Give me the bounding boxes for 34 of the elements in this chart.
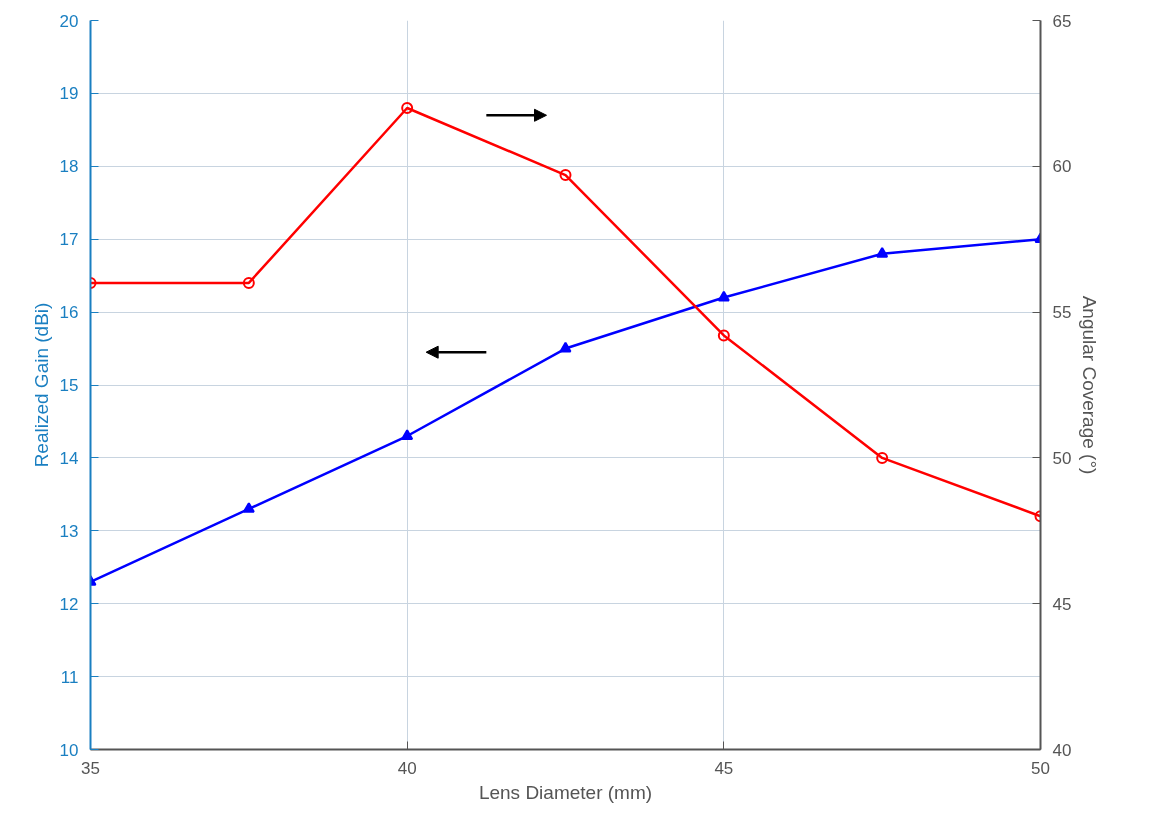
y2-tick-label: 40 bbox=[1052, 740, 1072, 760]
y-tick-label: 16 bbox=[59, 303, 79, 323]
point bbox=[401, 101, 414, 114]
y-tick-label: 17 bbox=[59, 230, 79, 250]
x-axis-title: Lens Diameter (mm) bbox=[478, 781, 653, 803]
y-tick-label: 15 bbox=[59, 376, 79, 395]
y-tick-label: 12 bbox=[59, 594, 79, 614]
point bbox=[559, 341, 572, 353]
y-tick-label: 10 bbox=[59, 740, 79, 760]
y-tick-label: 13 bbox=[59, 521, 79, 541]
y2-axis-title: Angular Coverage (°) bbox=[1079, 295, 1101, 475]
x-tick-label: 50 bbox=[1031, 758, 1050, 778]
y-tick-label: 18 bbox=[59, 157, 79, 177]
point bbox=[717, 290, 730, 302]
x-tick-label: 45 bbox=[714, 758, 734, 778]
y2-tick-label: 55 bbox=[1052, 303, 1072, 323]
y2-tick-label: 60 bbox=[1052, 157, 1072, 177]
y-axis-title: Realized Gain (dBi) bbox=[30, 302, 52, 468]
y-tick-label: 14 bbox=[59, 448, 79, 468]
y-tick-label: 11 bbox=[60, 667, 79, 687]
point bbox=[876, 247, 889, 258]
point bbox=[717, 329, 730, 342]
y2-tick-label: 50 bbox=[1052, 448, 1072, 468]
y2-tick-label: 65 bbox=[1052, 11, 1072, 31]
point bbox=[242, 502, 255, 513]
point bbox=[401, 429, 414, 440]
y-tick-label: 19 bbox=[59, 84, 79, 104]
y-tick-label: 20 bbox=[59, 11, 79, 31]
point bbox=[876, 451, 889, 464]
y2-tick-label: 45 bbox=[1052, 594, 1072, 614]
x-tick-label: 40 bbox=[397, 758, 417, 778]
x-tick-label: 35 bbox=[81, 758, 100, 778]
point bbox=[242, 276, 255, 289]
point bbox=[559, 169, 572, 182]
